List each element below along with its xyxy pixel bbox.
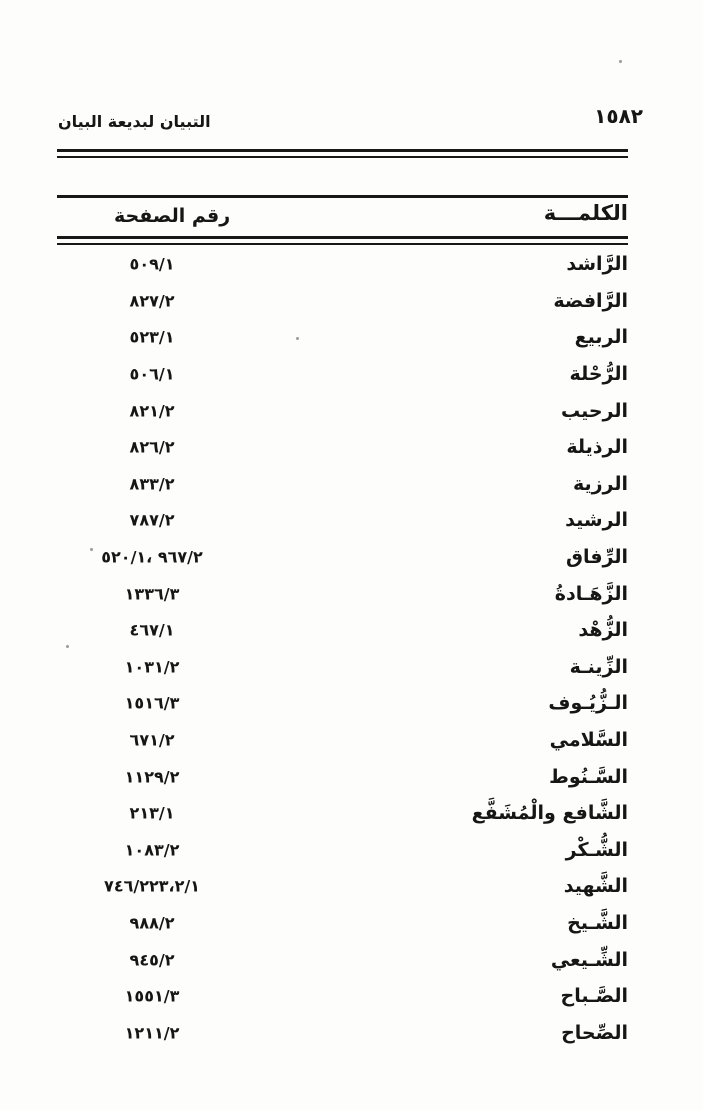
index-word: الزَّهَـادةُ [554,582,628,605]
page-reference: ٥٠٩/١ [129,254,175,274]
index-row: الزُّهْد ٤٦٧/١ [57,612,628,649]
page-reference: ٤٦٧/١ [129,620,175,640]
index-word: الربيع [574,326,628,349]
index-word: الرِّفاق [565,546,628,569]
scan-speck [296,337,299,340]
index-word: الرزية [572,472,628,495]
index-row: الشَّافع والْمُشَفَّع ٢١٣/١ [57,795,628,832]
running-head-title: التبيان لبديعة البيان [58,112,211,131]
index-word: الصِّحاح [561,1021,628,1044]
column-header-word: الكلمـــة [543,201,628,225]
index-row: الرَّاشد ٥٠٩/١ [57,246,628,283]
index-word: الرُّحْلة [569,363,628,386]
index-word: الشَّهيد [563,875,628,898]
page-reference: ١٢١١/٢ [124,1023,180,1043]
index-row: الرذيلة ٨٢٦/٢ [57,429,628,466]
page-reference: ١٥١٦/٣ [124,693,180,713]
index-row: الرشيد ٧٨٧/٢ [57,502,628,539]
index-row: السَّلامي ٦٧١/٢ [57,722,628,759]
index-word: الرشيد [565,509,628,532]
column-header-page-number: رقم الصفحة [114,205,231,227]
page-reference: ٦٧١/٢ [129,730,175,750]
page-reference: ١٥٥١/٣ [124,986,180,1006]
page-reference: ٥٢٣/١ [129,327,175,347]
page-reference: ٨٢٧/٢ [129,291,175,311]
index-word: الرَّاشد [566,253,628,276]
index-row: الزِّينـة ١٠٣١/٢ [57,649,628,686]
index-row: الرُّحْلة ٥٠٦/١ [57,356,628,393]
page-reference: ٩٦٧/٢ ،٥٢٠/١ [101,547,203,567]
index-word: الرَّافضة [553,289,628,312]
index-word: السَّلامي [549,729,628,752]
page-reference: ٩٤٥/٢ [129,950,175,970]
index-row: الشَّهيد ٧٤٦/٢٢٣،٢/١ [57,868,628,905]
index-row: الشَّـيخ ٩٨٨/٢ [57,905,628,942]
index-word: الشِّـيعي [550,948,628,971]
scan-speck [90,548,93,551]
page-reference: ٩٨٨/٢ [129,913,175,933]
page-reference: ١٠٨٣/٢ [124,840,180,860]
folio-page-number: ١٥٨٢ [594,104,643,128]
index-word: الـزُّيُـوف [548,692,628,715]
index-row: الربيع ٥٢٣/١ [57,319,628,356]
table-header-rule [57,236,628,245]
index-row: الرحيب ٨٢١/٢ [57,392,628,429]
index-row: السَّـنُوط ١١٢٩/٢ [57,758,628,795]
index-word: الشُّـكْر [565,838,628,861]
page-reference: ١٠٣١/٢ [124,657,180,677]
index-row: الشُّـكْر ١٠٨٣/٢ [57,832,628,869]
page-reference: ١٣٣٦/٣ [124,584,180,604]
page-reference: ٨٢١/٢ [129,401,175,421]
index-row: الرَّافضة ٨٢٧/٢ [57,283,628,320]
index-word: الشَّـيخ [567,911,628,934]
index-word: الزِّينـة [569,655,628,678]
index-rows: الرَّاشد ٥٠٩/١ الرَّافضة ٨٢٧/٢ الربيع ٥٢٣/١ ال… [57,246,628,1051]
index-row: الصِّحاح ١٢١١/٢ [57,1014,628,1051]
scan-speck [66,645,69,648]
index-word: الشَّافع والْمُشَفَّع [471,802,628,825]
index-word: السَّـنُوط [549,765,628,788]
page-reference: ٧٨٧/٢ [129,510,175,530]
index-row: الرزية ٨٣٣/٢ [57,466,628,503]
index-word: الزُّهْد [578,619,628,642]
page-reference: ٨٣٣/٢ [129,474,175,494]
page-reference: ٧٤٦/٢٢٣،٢/١ [104,876,200,896]
index-word: الصَّـباح [560,985,628,1008]
page-reference: ٥٠٦/١ [129,364,175,384]
table-top-rule [57,195,628,198]
running-head-divider-rule [57,149,628,158]
index-word: الرذيلة [566,436,628,459]
index-row: الـزُّيُـوف ١٥١٦/٣ [57,685,628,722]
index-row: الصَّـباح ١٥٥١/٣ [57,978,628,1015]
page-reference: ٨٢٦/٢ [129,437,175,457]
index-row: الزَّهَـادةُ ١٣٣٦/٣ [57,575,628,612]
index-row: الشِّـيعي ٩٤٥/٢ [57,941,628,978]
page-reference: ١١٢٩/٢ [124,767,180,787]
page-reference: ٢١٣/١ [129,803,175,823]
scan-speck [619,60,622,63]
index-row: الرِّفاق ٩٦٧/٢ ،٥٢٠/١ [57,539,628,576]
index-word: الرحيب [560,399,628,422]
